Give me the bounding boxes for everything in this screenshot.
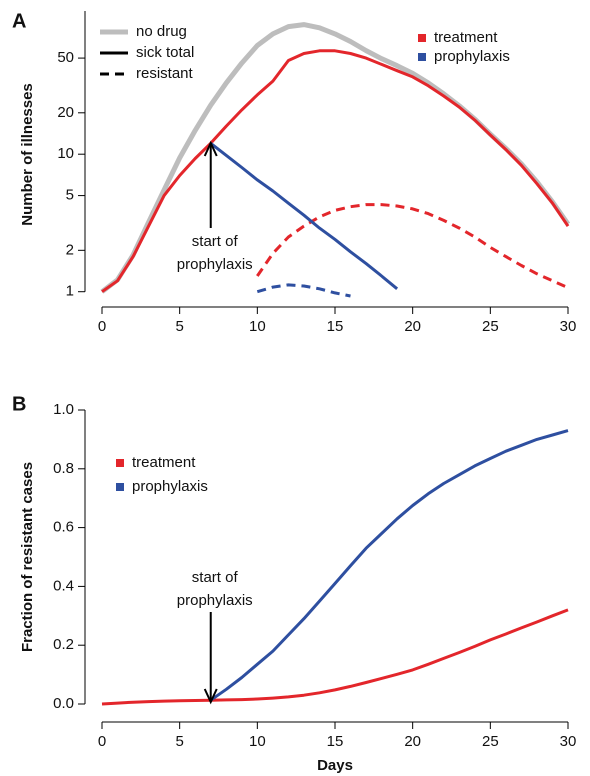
resistant-line xyxy=(256,283,351,298)
legend-label: no drug xyxy=(136,23,187,40)
y-tick-label: 2 xyxy=(66,241,74,258)
y-axis-label: Fraction of resistant cases xyxy=(19,462,36,652)
x-tick-label: 25 xyxy=(482,318,499,335)
line xyxy=(209,429,569,702)
y-tick-label: 1 xyxy=(66,283,74,300)
x-tick-label: 10 xyxy=(249,318,266,335)
line xyxy=(101,49,570,293)
resistant-line xyxy=(256,203,569,290)
x-tick-label: 20 xyxy=(404,318,421,335)
line xyxy=(101,608,569,706)
line xyxy=(209,142,399,290)
legend-label: treatment xyxy=(434,29,498,46)
y-tick-label: 0.0 xyxy=(53,695,74,712)
legend-label: prophylaxis xyxy=(434,48,510,65)
x-tick-label: 0 xyxy=(98,318,106,335)
legend-swatch xyxy=(418,34,426,42)
annotation: prophylaxis xyxy=(177,256,253,273)
annotation: prophylaxis xyxy=(177,592,253,609)
x-tick-label: 15 xyxy=(327,318,344,335)
annotation: start of xyxy=(192,233,239,250)
panel-label: A xyxy=(12,10,26,32)
legend-swatch xyxy=(418,53,426,61)
x-tick-label: 0 xyxy=(98,733,106,750)
legend-label: sick total xyxy=(136,44,194,61)
y-tick-label: 1.0 xyxy=(53,401,74,418)
y-tick-label: 20 xyxy=(57,104,74,121)
x-tick-label: 30 xyxy=(560,733,577,750)
x-tick-label: 15 xyxy=(327,733,344,750)
y-tick-label: 0.2 xyxy=(53,636,74,653)
legend-label: prophylaxis xyxy=(132,478,208,495)
legend-swatch xyxy=(116,459,124,467)
annotation: start of xyxy=(192,569,239,586)
x-tick-label: 5 xyxy=(175,733,183,750)
arrow-head xyxy=(203,140,218,157)
x-tick-label: 20 xyxy=(404,733,421,750)
legend-label: resistant xyxy=(136,65,194,82)
x-tick-label: 10 xyxy=(249,733,266,750)
y-tick-label: 0.4 xyxy=(53,577,74,594)
x-axis-label: Days xyxy=(317,757,353,774)
x-tick-label: 25 xyxy=(482,733,499,750)
legend-swatch xyxy=(116,483,124,491)
x-tick-label: 5 xyxy=(175,318,183,335)
panel-label: B xyxy=(12,393,26,415)
arrow-head xyxy=(203,688,218,705)
legend-label: treatment xyxy=(132,454,196,471)
x-tick-label: 30 xyxy=(560,318,577,335)
y-tick-label: 0.8 xyxy=(53,460,74,477)
y-tick-label: 50 xyxy=(57,49,74,66)
y-axis-label: Number of illnesses xyxy=(19,83,36,226)
y-tick-label: 5 xyxy=(66,187,74,204)
y-tick-label: 0.6 xyxy=(53,519,74,536)
y-tick-label: 10 xyxy=(57,145,74,162)
